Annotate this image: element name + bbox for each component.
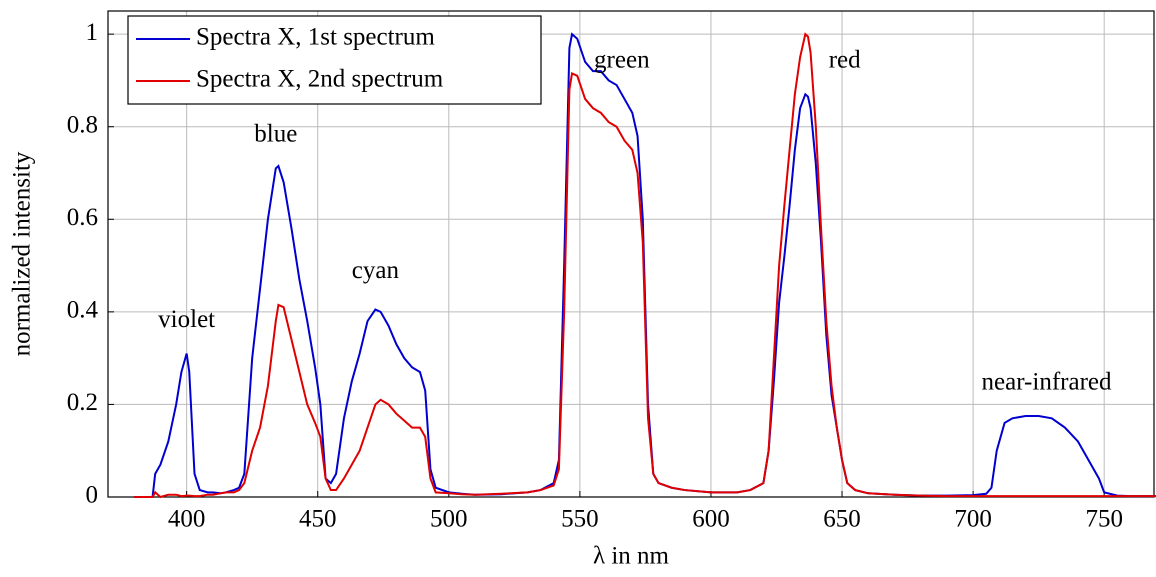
x-tick-label: 600 xyxy=(692,506,730,533)
x-tick-label: 450 xyxy=(299,506,337,533)
plot-frame xyxy=(107,10,1155,498)
x-tick-label: 700 xyxy=(954,506,992,533)
y-tick-label: 0.4 xyxy=(67,297,99,324)
annotation: blue xyxy=(254,121,297,148)
x-tick-label: 500 xyxy=(430,506,468,533)
legend-box xyxy=(127,15,542,105)
x-tick-label: 550 xyxy=(561,506,599,533)
y-axis-label: normalized intensity xyxy=(9,151,36,356)
annotation: near-infrared xyxy=(982,368,1112,395)
legend-label: Spectra X, 1st spectrum xyxy=(196,24,435,51)
annotation: violet xyxy=(158,306,215,333)
y-tick-label: 0.8 xyxy=(67,111,98,138)
annotation: green xyxy=(594,47,650,74)
y-tick-label: 0.6 xyxy=(67,204,98,231)
x-axis-label: λ in nm xyxy=(593,543,670,570)
annotation: red xyxy=(829,47,861,74)
x-tick-label: 650 xyxy=(823,506,861,533)
annotation: cyan xyxy=(352,257,400,284)
series-line xyxy=(134,32,1156,499)
x-tick-label: 750 xyxy=(1085,506,1123,533)
y-tick-label: 1 xyxy=(86,19,99,46)
y-tick-label: 0 xyxy=(86,482,99,509)
y-tick-label: 0.2 xyxy=(67,389,98,416)
legend-label: Spectra X, 2nd spectrum xyxy=(196,66,444,93)
x-tick-label: 400 xyxy=(168,506,206,533)
